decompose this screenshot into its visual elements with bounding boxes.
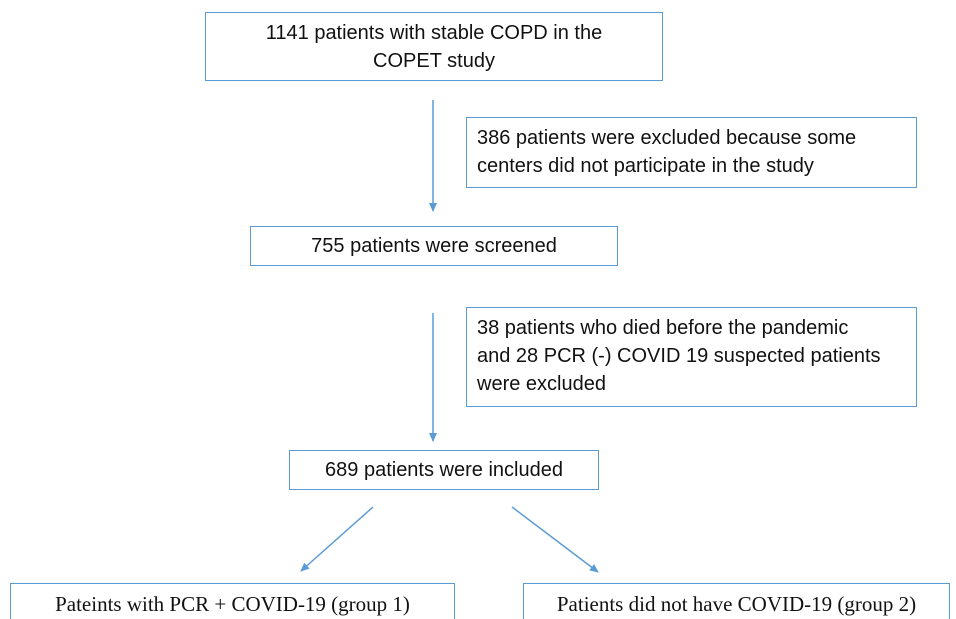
arrow <box>511 506 599 573</box>
node-text: 689 patients were included <box>325 459 563 481</box>
exclusion-box: 386 patients were excluded because some … <box>466 117 917 188</box>
node-text: centers did not participate in the study <box>477 155 814 177</box>
node-box: 1141 patients with stable COPD in the CO… <box>205 12 663 81</box>
node-text: and 28 PCR (-) COVID 19 suspected patien… <box>477 345 881 367</box>
group-box: Pateints with PCR + COVID-19 (group 1) <box>10 583 455 619</box>
node-text: Patients did not have COVID-19 (group 2) <box>556 592 917 616</box>
node-box: 755 patients were screened <box>250 226 618 266</box>
exclusion-box: 38 patients who died before the pandemic… <box>466 307 917 407</box>
node-text: were excluded <box>477 373 606 395</box>
arrow <box>300 506 374 572</box>
node-text: 755 patients were screened <box>311 235 557 257</box>
group-box: Patients did not have COVID-19 (group 2) <box>523 583 950 619</box>
node-text: 38 patients who died before the pandemic <box>477 317 849 339</box>
node-text: COPET study <box>373 50 495 72</box>
node-text: Pateints with PCR + COVID-19 (group 1) <box>55 592 410 616</box>
node-box: 689 patients were included <box>289 450 599 490</box>
node-text: 1141 patients with stable COPD in the <box>265 22 603 44</box>
node-text: 386 patients were excluded because some <box>477 127 857 149</box>
